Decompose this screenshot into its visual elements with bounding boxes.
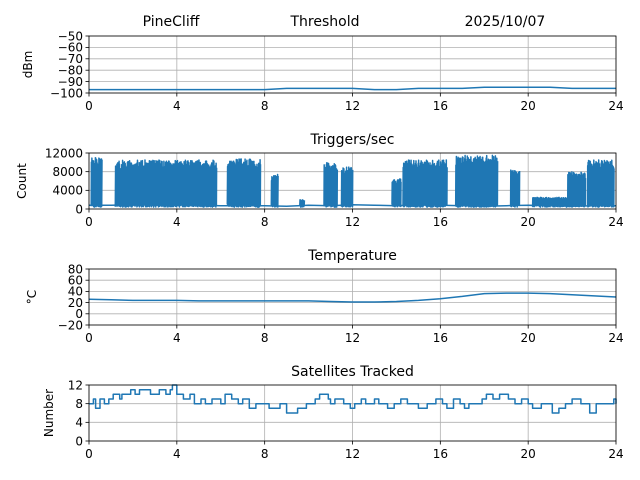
threshold-xtick-label: 4 (173, 99, 181, 113)
temperature-ytick-label: 20 (68, 296, 83, 310)
triggers-ytick-label: 8000 (52, 165, 83, 179)
satellites-xtick-label: 8 (261, 447, 269, 461)
satellites-title: Satellites Tracked (291, 364, 414, 380)
temperature-ytick-label: −20 (58, 318, 83, 332)
triggers-xtick-label: 24 (608, 215, 623, 229)
triggers-burst (323, 161, 339, 208)
figure-title: Threshold (290, 14, 360, 30)
temperature-ytick-label: 0 (75, 307, 83, 321)
satellites-xtick-label: 20 (521, 447, 536, 461)
triggers-xtick-label: 12 (345, 215, 360, 229)
temperature-ylabel: °C (25, 290, 39, 304)
satellites-ytick-label: 12 (68, 378, 83, 392)
triggers-series (89, 154, 616, 208)
satellites-ytick-label: 4 (75, 416, 83, 430)
temperature-xtick-label: 24 (608, 331, 623, 345)
triggers-burst (299, 199, 306, 208)
triggers-burst (402, 159, 448, 208)
satellites-xtick-label: 4 (173, 447, 181, 461)
temperature-ytick-label: 40 (68, 285, 83, 299)
station-label: PineCliff (143, 14, 200, 30)
threshold-ylabel: dBm (21, 51, 35, 79)
threshold-ytick-label: −70 (58, 52, 83, 66)
triggers-ytick-label: 4000 (52, 184, 83, 198)
triggers-burst (114, 159, 218, 208)
temperature-ytick-label: 80 (68, 262, 83, 276)
threshold-xtick-label: 12 (345, 99, 360, 113)
triggers-panel: 0 4 8 12 16 20 24 0 4000 8000 12000 Triggers/sec Cou… (15, 132, 624, 229)
triggers-burst (90, 156, 103, 208)
satellites-xtick-label: 24 (608, 447, 623, 461)
threshold-xtick-label: 0 (85, 99, 93, 113)
satellites-xtick-label: 12 (345, 447, 360, 461)
temperature-xtick-label: 4 (173, 331, 181, 345)
threshold-xtick-label: 24 (608, 99, 623, 113)
triggers-xtick-label: 16 (433, 215, 448, 229)
triggers-burst (226, 158, 262, 208)
triggers-title: Triggers/sec (310, 132, 395, 148)
threshold-xtick-label: 8 (261, 99, 269, 113)
satellites-xtick-label: 16 (433, 447, 448, 461)
temperature-xtick-label: 0 (85, 331, 93, 345)
threshold-ytick-label: −60 (58, 41, 83, 55)
satellites-panel: 0 4 8 12 16 20 24 0 4 8 12 Satellites Tracked Number (42, 364, 624, 461)
temperature-xtick-label: 20 (521, 331, 536, 345)
satellites-series-line (89, 384, 617, 414)
triggers-burst (566, 171, 587, 208)
triggers-xtick-label: 4 (173, 215, 181, 229)
triggers-xtick-label: 20 (521, 215, 536, 229)
satellites-ylabel: Number (42, 389, 56, 437)
threshold-xtick-label: 20 (521, 99, 536, 113)
triggers-xtick-label: 8 (261, 215, 269, 229)
triggers-burst (586, 159, 615, 208)
triggers-burst (270, 173, 279, 208)
temperature-xtick-label: 8 (261, 331, 269, 345)
threshold-panel: 0 4 8 12 16 20 24 −100−90−80−70−60−50 dBm (21, 29, 624, 113)
threshold-ytick-label: −100 (50, 86, 83, 100)
satellites-xtick-label: 0 (85, 447, 93, 461)
temperature-xtick-label: 16 (433, 331, 448, 345)
satellites-ytick-label: 8 (75, 397, 83, 411)
triggers-burst (340, 166, 354, 208)
satellites-ytick-label: 0 (75, 434, 83, 448)
threshold-ytick-label: −50 (58, 29, 83, 43)
triggers-ytick-label: 12000 (45, 146, 83, 160)
threshold-ytick-label: −80 (58, 64, 83, 78)
temperature-title: Temperature (307, 248, 397, 264)
triggers-burst (391, 178, 402, 208)
triggers-xtick-label: 0 (85, 215, 93, 229)
threshold-ytick-label: −90 (58, 75, 83, 89)
temperature-ytick-label: 60 (68, 274, 83, 288)
triggers-ylabel: Count (15, 163, 29, 199)
triggers-burst (531, 196, 569, 208)
threshold-series-line (89, 86, 616, 91)
triggers-burst (454, 154, 499, 208)
threshold-xtick-label: 16 (433, 99, 448, 113)
temperature-series-line (88, 292, 617, 303)
date-label: 2025/10/07 (465, 14, 546, 30)
triggers-ytick-label: 0 (75, 202, 83, 216)
triggers-burst (509, 169, 521, 208)
temperature-xtick-label: 12 (345, 331, 360, 345)
